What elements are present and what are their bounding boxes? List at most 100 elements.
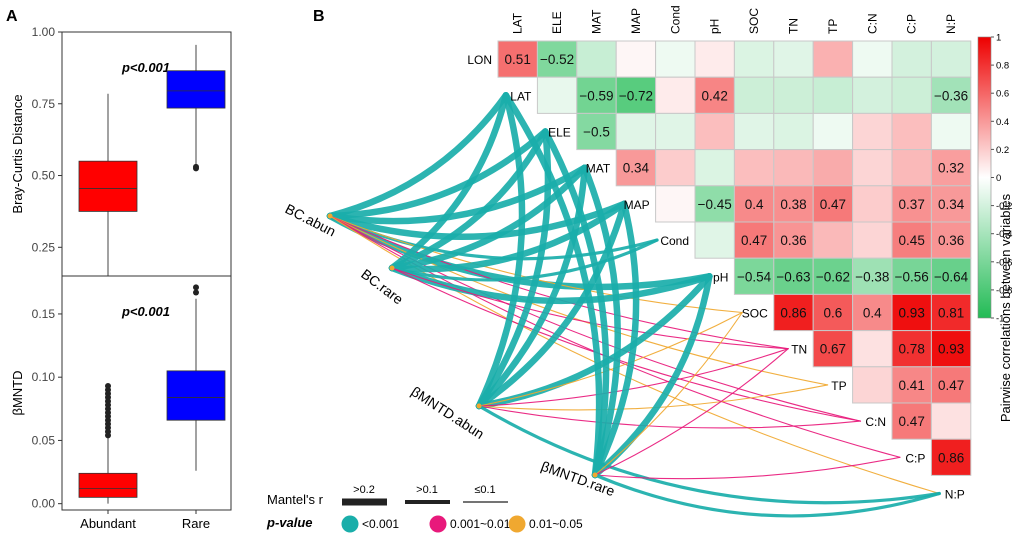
heatmap-value: −0.36	[934, 88, 968, 103]
heatmap-cell	[773, 40, 814, 78]
mantel-link	[326, 200, 628, 241]
heatmap-value: 0.36	[780, 233, 806, 248]
colorbar-bar	[977, 36, 992, 319]
heatmap-cell	[576, 76, 617, 114]
mantel-legend: Mantel's r p-value >0.2 >0.1 ≤0.1 <0.001 0.001…	[266, 484, 583, 533]
heatmap-cell	[930, 40, 972, 78]
heatmap-value: 0.47	[741, 233, 767, 248]
heatmap-cell	[812, 330, 854, 368]
heatmap-cell	[852, 149, 893, 187]
heatmap-cell	[773, 76, 814, 114]
heatmap-cell	[852, 112, 893, 151]
heatmap-cell	[852, 221, 893, 259]
legend-r-label: ≤0.1	[474, 484, 495, 496]
heatmap-cell	[536, 76, 578, 114]
heatmap-value: 0.47	[820, 197, 846, 212]
mantel-link	[391, 267, 862, 422]
colorbar-tick-label: 0	[996, 173, 1001, 184]
mantel-link	[391, 267, 789, 350]
mantel-node-dot	[592, 472, 598, 478]
heatmap-cell	[655, 149, 696, 187]
heatmap-cell	[930, 185, 972, 223]
mantel-link	[388, 128, 549, 272]
heatmap-value: 0.36	[938, 233, 964, 248]
column-label: TN	[787, 18, 801, 34]
panel-a-label: A	[6, 8, 18, 25]
mantel-node-label: BC.abun	[283, 200, 339, 239]
colorbar-tick-label: -1	[996, 314, 1004, 325]
column-label: pH	[708, 19, 722, 34]
heatmap-cell	[812, 221, 854, 259]
colorbar-tick-label: -0.6	[996, 257, 1012, 268]
heatmap-cell	[891, 76, 932, 114]
mantel-node-dot	[476, 403, 482, 409]
y-tick-label: 1.00	[32, 25, 56, 39]
heatmap-value: 0.38	[780, 197, 806, 212]
heatmap-cell	[852, 257, 893, 295]
row-label: ELE	[548, 126, 571, 140]
heatmap-value: −0.63	[776, 269, 810, 284]
heatmap-cell	[891, 112, 932, 151]
y-tick-label: 0.15	[32, 307, 56, 321]
heatmap-cell	[930, 366, 972, 404]
heatmap-cell	[733, 221, 775, 259]
y-axis-label: Bray-Curtis Distance	[10, 94, 25, 213]
y-tick-label: 0.75	[32, 97, 56, 111]
p-value-annotation: p<0.001	[121, 60, 170, 75]
heatmap-cell	[773, 149, 814, 187]
legend-r-label: >0.1	[416, 484, 438, 496]
heatmap-cell	[615, 112, 657, 151]
mantel-link	[591, 273, 713, 479]
column-label: MAT	[590, 9, 604, 34]
box-abundant	[78, 472, 138, 498]
colorbar-tick-label: 0.8	[996, 61, 1009, 72]
heatmap-value: −0.62	[816, 269, 850, 284]
p-value-annotation: p<0.001	[121, 304, 170, 319]
heatmap-cell	[655, 185, 696, 223]
mantel-link	[326, 128, 549, 220]
heatmap-cell	[497, 40, 538, 78]
y-tick-label: 0.10	[32, 370, 56, 384]
heatmap-cell	[655, 76, 696, 114]
box-outlier	[193, 289, 199, 296]
row-label: N:P	[945, 488, 965, 502]
heatmap-value: 0.37	[899, 197, 925, 212]
heatmap-value: 0.93	[938, 342, 964, 357]
heatmap-value: −0.56	[895, 269, 929, 284]
heatmap-value: 0.86	[938, 450, 964, 465]
heatmap-value: 0.86	[780, 306, 806, 321]
mantel-link	[594, 348, 789, 476]
heatmap-cell	[576, 40, 617, 78]
heatmap-cell	[536, 40, 578, 78]
heatmap-value: 0.67	[820, 342, 846, 357]
heatmap-cell	[852, 185, 893, 223]
colorbar-tick-label: 0.2	[996, 145, 1009, 156]
heatmap-cell	[891, 257, 932, 295]
heatmap-value: −0.45	[698, 197, 732, 212]
heatmap-cell	[694, 76, 735, 114]
box-rare	[166, 70, 226, 109]
x-tick-label: Abundant	[80, 516, 136, 531]
heatmap-cell	[852, 76, 893, 114]
column-label: LAT	[511, 12, 525, 34]
box-outlier	[193, 284, 199, 291]
heatmap-value: 0.41	[899, 378, 925, 393]
heatmap-cell	[930, 438, 972, 476]
panel-a: 0.25 0.50 0.75 1.00 Bray-Curtis Distance p<0.…	[10, 25, 232, 531]
colorbar-tick-label: -0.4	[996, 229, 1012, 240]
mantel-link	[478, 405, 862, 429]
heatmap-cell	[812, 149, 854, 187]
heatmap-cell	[812, 293, 854, 332]
colorbar-tick-label: 0.6	[996, 89, 1009, 100]
heatmap-cell	[930, 221, 972, 259]
heatmap-cell	[773, 257, 814, 295]
mantel-links	[326, 92, 941, 518]
heatmap-cell	[930, 402, 972, 440]
colorbar: 1 0.8 0.6 0.4 0.2 0 -0.2 -0.4 -0.6 -0.8 -1Pairwise…	[977, 33, 1013, 422]
mantel-link	[475, 164, 588, 410]
heatmap-cell	[694, 112, 735, 151]
heatmap-value: 0.4	[863, 306, 882, 321]
mantel-link	[594, 311, 743, 476]
